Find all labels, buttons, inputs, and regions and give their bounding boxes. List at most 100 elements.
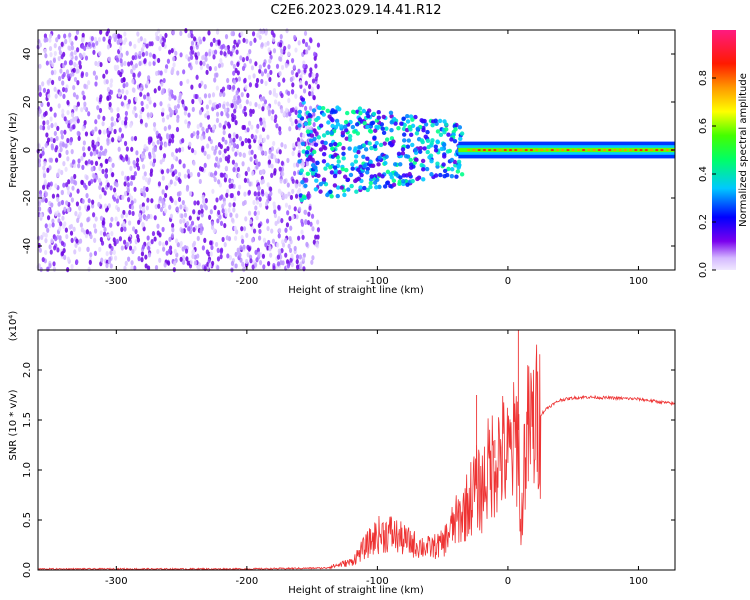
spectrogram-noise-cell (152, 153, 156, 159)
spectrogram-noise-cell (107, 38, 111, 45)
spectrogram-noise-cell (312, 121, 316, 128)
snr-frame (37, 329, 676, 571)
spectrogram-noise-cell (232, 207, 236, 213)
spectrogram-noise-cell (146, 235, 150, 241)
band-peak-cell (519, 149, 523, 151)
spectrogram-noise-cell (151, 230, 156, 237)
spectrogram-noise-cell (248, 181, 252, 187)
spectrogram-noise-cell (129, 165, 133, 172)
spectrogram-noise-cell (174, 169, 178, 175)
spectrogram-cluster-cell (305, 171, 311, 177)
spectrogram-noise-cell (235, 89, 239, 96)
spectrogram-noise-cell (305, 49, 309, 55)
spectrogram-noise-cell (268, 58, 272, 64)
spectrogram-cluster-cell (400, 147, 406, 152)
spectrogram-noise-cell (185, 54, 189, 60)
spectrogram-noise-cell (265, 218, 270, 224)
colorbar-tick-label: 0.4 (698, 166, 709, 182)
spectrogram-noise-cell (65, 200, 69, 206)
spectrogram-noise-cell (266, 225, 270, 232)
spectrogram-noise-cell (312, 111, 316, 118)
spectrogram-noise-cell (209, 251, 213, 257)
spectrogram-noise-cell (262, 137, 266, 143)
spectrogram-noise-cell (155, 70, 159, 77)
spectrogram-noise-cell (128, 220, 132, 226)
spectrogram-noise-cell (222, 200, 226, 207)
spectrogram-noise-cell (117, 135, 121, 141)
spectrogram-noise-cell (198, 98, 203, 105)
spectrogram-cluster-cell (408, 127, 413, 132)
spectrogram-noise-cell (236, 99, 240, 106)
spectrogram-noise-cell (195, 74, 199, 80)
spectrogram-noise-cell (240, 226, 244, 232)
spectrogram-noise-cell (278, 166, 282, 172)
spectrogram-noise-cell (215, 117, 220, 123)
spectrogram-y-label: Frequency (Hz) (8, 112, 19, 188)
spectrogram-noise-cell (199, 64, 204, 71)
spectrogram-cluster-cell (305, 145, 311, 151)
spectrogram-noise-cell (123, 140, 128, 147)
spectrogram-noise-cell (314, 234, 318, 240)
spectrogram-noise-cell (95, 96, 100, 102)
spectrogram-cluster-cell (441, 142, 447, 147)
snr-y-label: SNR (10 * v/v) (8, 389, 19, 460)
spectrogram-cluster-cell (321, 144, 326, 149)
spectrogram-noise-cell (175, 206, 179, 212)
spectrogram-cluster-cell (307, 112, 312, 118)
spectrogram-noise-cell (277, 204, 281, 210)
spectrogram-noise-cell (73, 61, 77, 68)
spectrogram-noise-cell (196, 215, 200, 221)
spectrogram-noise-cell (72, 226, 76, 232)
spectrogram-cluster-cell (421, 167, 426, 172)
spectrogram-noise-cell (44, 191, 49, 197)
spectrogram-noise-cell (232, 63, 236, 70)
spectrogram-noise-cell (179, 52, 183, 58)
spectrogram-noise-cell (230, 192, 234, 199)
spectrogram-noise-cell (289, 76, 293, 83)
spectrogram-noise-cell (147, 213, 151, 220)
spectrogram-noise-cell (59, 142, 63, 148)
spectrogram-noise-cell (164, 64, 169, 70)
spectrogram-cluster-cell (368, 159, 373, 165)
spectrogram-noise-cell (114, 216, 118, 222)
spectrogram-noise-cell (46, 227, 50, 233)
spectrogram-cluster-cell (456, 164, 462, 169)
spectrogram-noise-cell (158, 257, 162, 263)
spectrogram-noise-cell (225, 192, 229, 198)
spectrogram-noise-cell (206, 63, 210, 69)
spectrogram-noise-cell (42, 173, 47, 179)
spectrogram-noise-cell (219, 172, 223, 178)
spectrogram-noise-cell (241, 65, 246, 72)
spectrogram-noise-cell (215, 72, 219, 78)
colorbar-ticks: 0.00.20.40.60.8 (698, 70, 716, 278)
spectrogram-noise-cell (44, 238, 48, 244)
spectrogram-noise-cell (60, 41, 64, 47)
spectrogram-noise-cell (116, 106, 120, 113)
spectrogram-noise-cell (191, 106, 195, 113)
spectrogram-noise-cell (257, 103, 261, 110)
spectrogram-noise-cell (126, 175, 130, 181)
spectrogram-noise-cell (246, 244, 250, 250)
spectrogram-noise-cell (253, 37, 257, 43)
band-peak-cell (561, 149, 565, 151)
spectrogram-noise-cell (280, 217, 284, 224)
spectrogram-cluster-cell (365, 156, 370, 161)
spectrogram-noise-cell (140, 100, 144, 107)
spectrogram-noise-cell (183, 204, 187, 210)
spectrogram-noise-cell (316, 42, 321, 48)
spectrogram-noise-cell (110, 107, 114, 113)
spectrogram-cluster-cell (391, 178, 397, 183)
spectrogram-cluster-cell (446, 132, 451, 137)
spectrogram-noise-cell (124, 260, 128, 266)
band-peak-cell (608, 149, 612, 151)
spectrogram-noise-cell (176, 117, 180, 123)
spectrogram-noise-cell (127, 61, 131, 67)
spectrogram-x-tick-label: 100 (629, 276, 648, 287)
spectrogram-cluster-cell (424, 166, 430, 172)
spectrogram-cluster-cell (312, 149, 317, 155)
spectrogram-noise-cell (56, 247, 60, 253)
spectrogram-noise-cell (162, 37, 167, 43)
spectrogram-noise-cell (230, 260, 235, 266)
spectrogram-noise-cell (143, 171, 147, 177)
spectrogram-noise-cell (38, 247, 42, 253)
